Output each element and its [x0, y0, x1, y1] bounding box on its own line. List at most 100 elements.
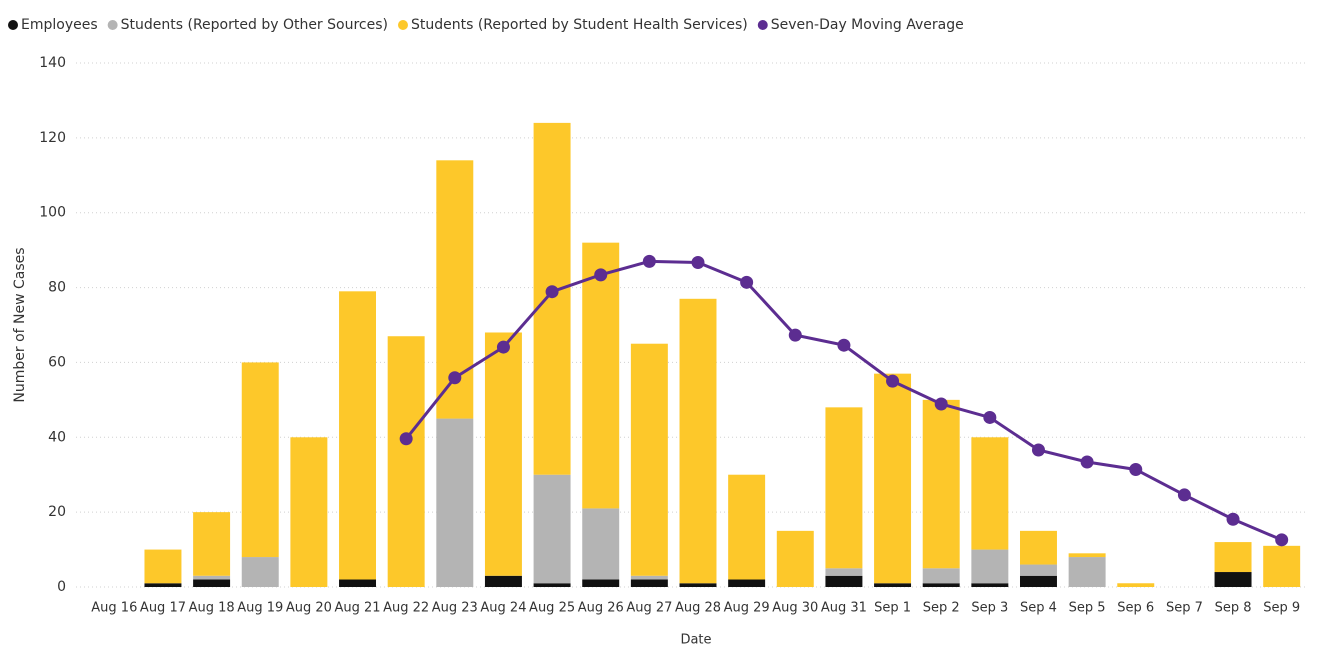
bar-segment	[533, 122, 571, 475]
x-tick-label: Aug 18	[189, 601, 235, 616]
legend-label: Seven-Day Moving Average	[771, 17, 964, 33]
bar-segment	[339, 579, 377, 587]
y-tick-label: 0	[57, 579, 66, 595]
bar-segment	[1068, 557, 1106, 587]
bar-segment	[776, 530, 814, 587]
bar-segment	[728, 474, 766, 580]
bar-segment	[630, 575, 668, 580]
bar-segment	[582, 579, 620, 587]
bar-segment	[241, 557, 279, 587]
x-tick-label: Sep 8	[1215, 601, 1252, 616]
y-tick-label: 100	[39, 205, 66, 221]
bar-segment	[339, 291, 377, 580]
x-tick-label: Aug 26	[578, 601, 624, 616]
x-tick-label: Sep 7	[1166, 601, 1203, 616]
bar-segment	[971, 437, 1009, 550]
moving-average-point	[788, 328, 802, 342]
x-tick-label: Sep 4	[1020, 601, 1057, 616]
moving-average-point	[399, 432, 413, 446]
y-axis-label: Number of New Cases	[12, 247, 28, 402]
y-tick-label: 140	[39, 55, 66, 71]
bar-segment	[922, 583, 960, 587]
x-tick-label: Sep 1	[874, 601, 911, 616]
x-tick-label: Sep 5	[1069, 601, 1106, 616]
y-tick-label: 20	[48, 504, 66, 520]
x-tick-label: Aug 20	[286, 601, 332, 616]
bar-segment	[630, 343, 668, 576]
legend-label: Employees	[21, 17, 98, 33]
moving-average-point	[740, 275, 754, 289]
moving-average-point	[545, 285, 559, 299]
x-tick-label: Aug 21	[334, 601, 380, 616]
moving-average-point	[837, 338, 851, 352]
legend-label: Students (Reported by Other Sources)	[121, 17, 388, 33]
moving-average-point	[1129, 462, 1143, 476]
moving-average-point	[691, 255, 705, 269]
bar-segment	[728, 579, 766, 587]
bar-segment	[1117, 583, 1155, 587]
bar-segment	[193, 512, 231, 576]
bar-segment	[1019, 575, 1057, 587]
x-tick-label: Aug 17	[140, 601, 186, 616]
x-tick-label: Sep 3	[971, 601, 1008, 616]
x-tick-label: Sep 6	[1117, 601, 1154, 616]
bar-segment	[533, 474, 571, 584]
bar-segment	[922, 568, 960, 584]
bar-segment	[630, 579, 668, 587]
bar-segment	[825, 407, 863, 569]
legend-marker	[397, 20, 408, 30]
bar-segment	[387, 336, 425, 587]
bar-segment	[1263, 545, 1301, 587]
moving-average-point	[1275, 533, 1289, 547]
x-tick-label: Aug 29	[724, 601, 770, 616]
x-tick-label: Aug 23	[432, 601, 478, 616]
bar-segment	[825, 575, 863, 587]
x-tick-label: Aug 22	[383, 601, 429, 616]
y-tick-label: 120	[39, 130, 66, 146]
bar-segment	[971, 583, 1009, 587]
x-tick-label: Aug 19	[237, 601, 283, 616]
moving-average-point	[496, 340, 510, 354]
bar-segment	[582, 508, 620, 580]
y-tick-label: 80	[48, 280, 66, 296]
moving-average-point	[1177, 488, 1191, 502]
moving-average-point	[642, 254, 656, 268]
x-tick-label: Sep 9	[1263, 601, 1300, 616]
x-tick-label: Aug 27	[626, 601, 672, 616]
bar-segment	[1214, 572, 1252, 587]
moving-average-point	[983, 410, 997, 424]
bar-segment	[1068, 553, 1106, 558]
x-tick-label: Aug 28	[675, 601, 721, 616]
x-tick-label: Aug 30	[772, 601, 818, 616]
y-tick-label: 40	[48, 429, 66, 445]
bar-segment	[484, 575, 522, 587]
moving-average-point	[594, 268, 608, 282]
bar-segment	[679, 583, 717, 587]
legend-marker	[107, 20, 118, 30]
bar-segment	[679, 298, 717, 584]
bar-segment	[582, 242, 620, 509]
bar-segment	[241, 362, 279, 558]
x-tick-label: Aug 31	[821, 601, 867, 616]
moving-average-point	[1080, 455, 1094, 469]
bar-segment	[874, 583, 912, 587]
bar-segment	[533, 583, 571, 587]
legend-label: Students (Reported by Student Health Ser…	[411, 17, 748, 33]
x-tick-label: Aug 16	[91, 601, 137, 616]
bar-segment	[144, 583, 182, 587]
legend-marker	[757, 20, 768, 30]
bar-segment	[290, 437, 328, 587]
bar-segment	[144, 549, 182, 584]
bar-segment	[971, 549, 1009, 584]
bar-segment	[193, 575, 231, 580]
y-tick-label: 60	[48, 354, 66, 370]
bar-segment	[1214, 542, 1252, 573]
bar-segment	[1019, 530, 1057, 565]
x-tick-label: Sep 2	[923, 601, 960, 616]
bar-segment	[1019, 564, 1057, 576]
moving-average-point	[448, 371, 462, 385]
bar-segment	[825, 568, 863, 576]
bar-segment	[436, 418, 474, 587]
